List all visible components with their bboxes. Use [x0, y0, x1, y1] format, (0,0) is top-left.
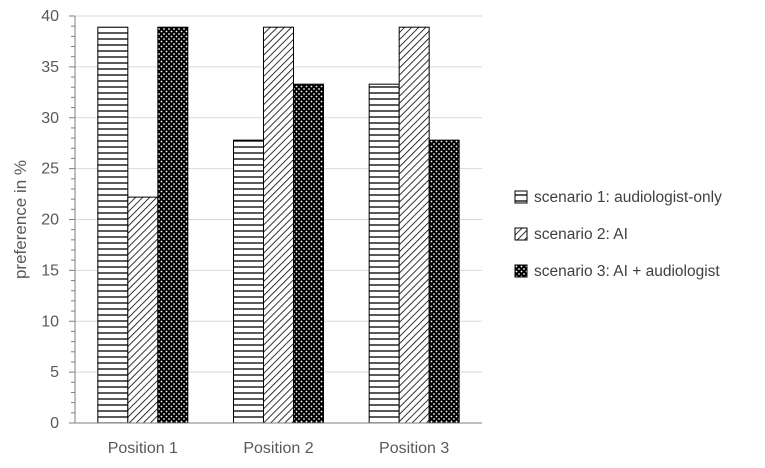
y-tick-label: 30 — [41, 110, 59, 127]
y-tick-label: 25 — [41, 161, 59, 178]
bars — [97, 26, 460, 424]
bar-diagonal-lines — [263, 26, 294, 424]
y-tick-label: 5 — [50, 364, 59, 381]
legend: scenario 1: audiologist-only scenario 2: … — [514, 189, 722, 280]
legend-label: scenario 1: audiologist-only — [534, 189, 722, 206]
legend-label: scenario 2: AI — [534, 226, 628, 243]
bar-diagonal-lines — [398, 26, 430, 424]
bar-diagonal-lines — [127, 196, 159, 424]
legend-swatch — [514, 190, 528, 204]
legend-swatch — [514, 227, 528, 241]
y-tick-label: 10 — [41, 313, 59, 330]
bar-dotted-dark — [293, 83, 324, 424]
legend-swatch — [514, 264, 528, 278]
tick-labels: 0 5 10 15 20 25 30 35 40 Position 1 Position 2 Posi… — [41, 8, 449, 457]
x-tick-label: Position 3 — [379, 440, 449, 457]
x-tick-label: Position 2 — [243, 440, 313, 457]
bar-horizontal-lines — [97, 26, 129, 424]
bar-horizontal-lines — [233, 139, 264, 424]
bar-horizontal-lines — [368, 83, 400, 424]
legend-label: scenario 3: AI + audiologist — [534, 263, 720, 280]
y-tick-label: 35 — [41, 59, 59, 76]
bar-dotted-dark — [157, 26, 189, 424]
bar-dotted-dark — [428, 139, 460, 424]
y-tick-label: 0 — [50, 415, 59, 432]
y-tick-label: 40 — [41, 8, 59, 25]
y-tick-label: 15 — [41, 262, 59, 279]
axes — [69, 15, 482, 424]
x-tick-label: Position 1 — [108, 440, 178, 457]
y-axis-label: preference in % — [11, 160, 30, 279]
y-tick-label: 20 — [41, 212, 59, 229]
